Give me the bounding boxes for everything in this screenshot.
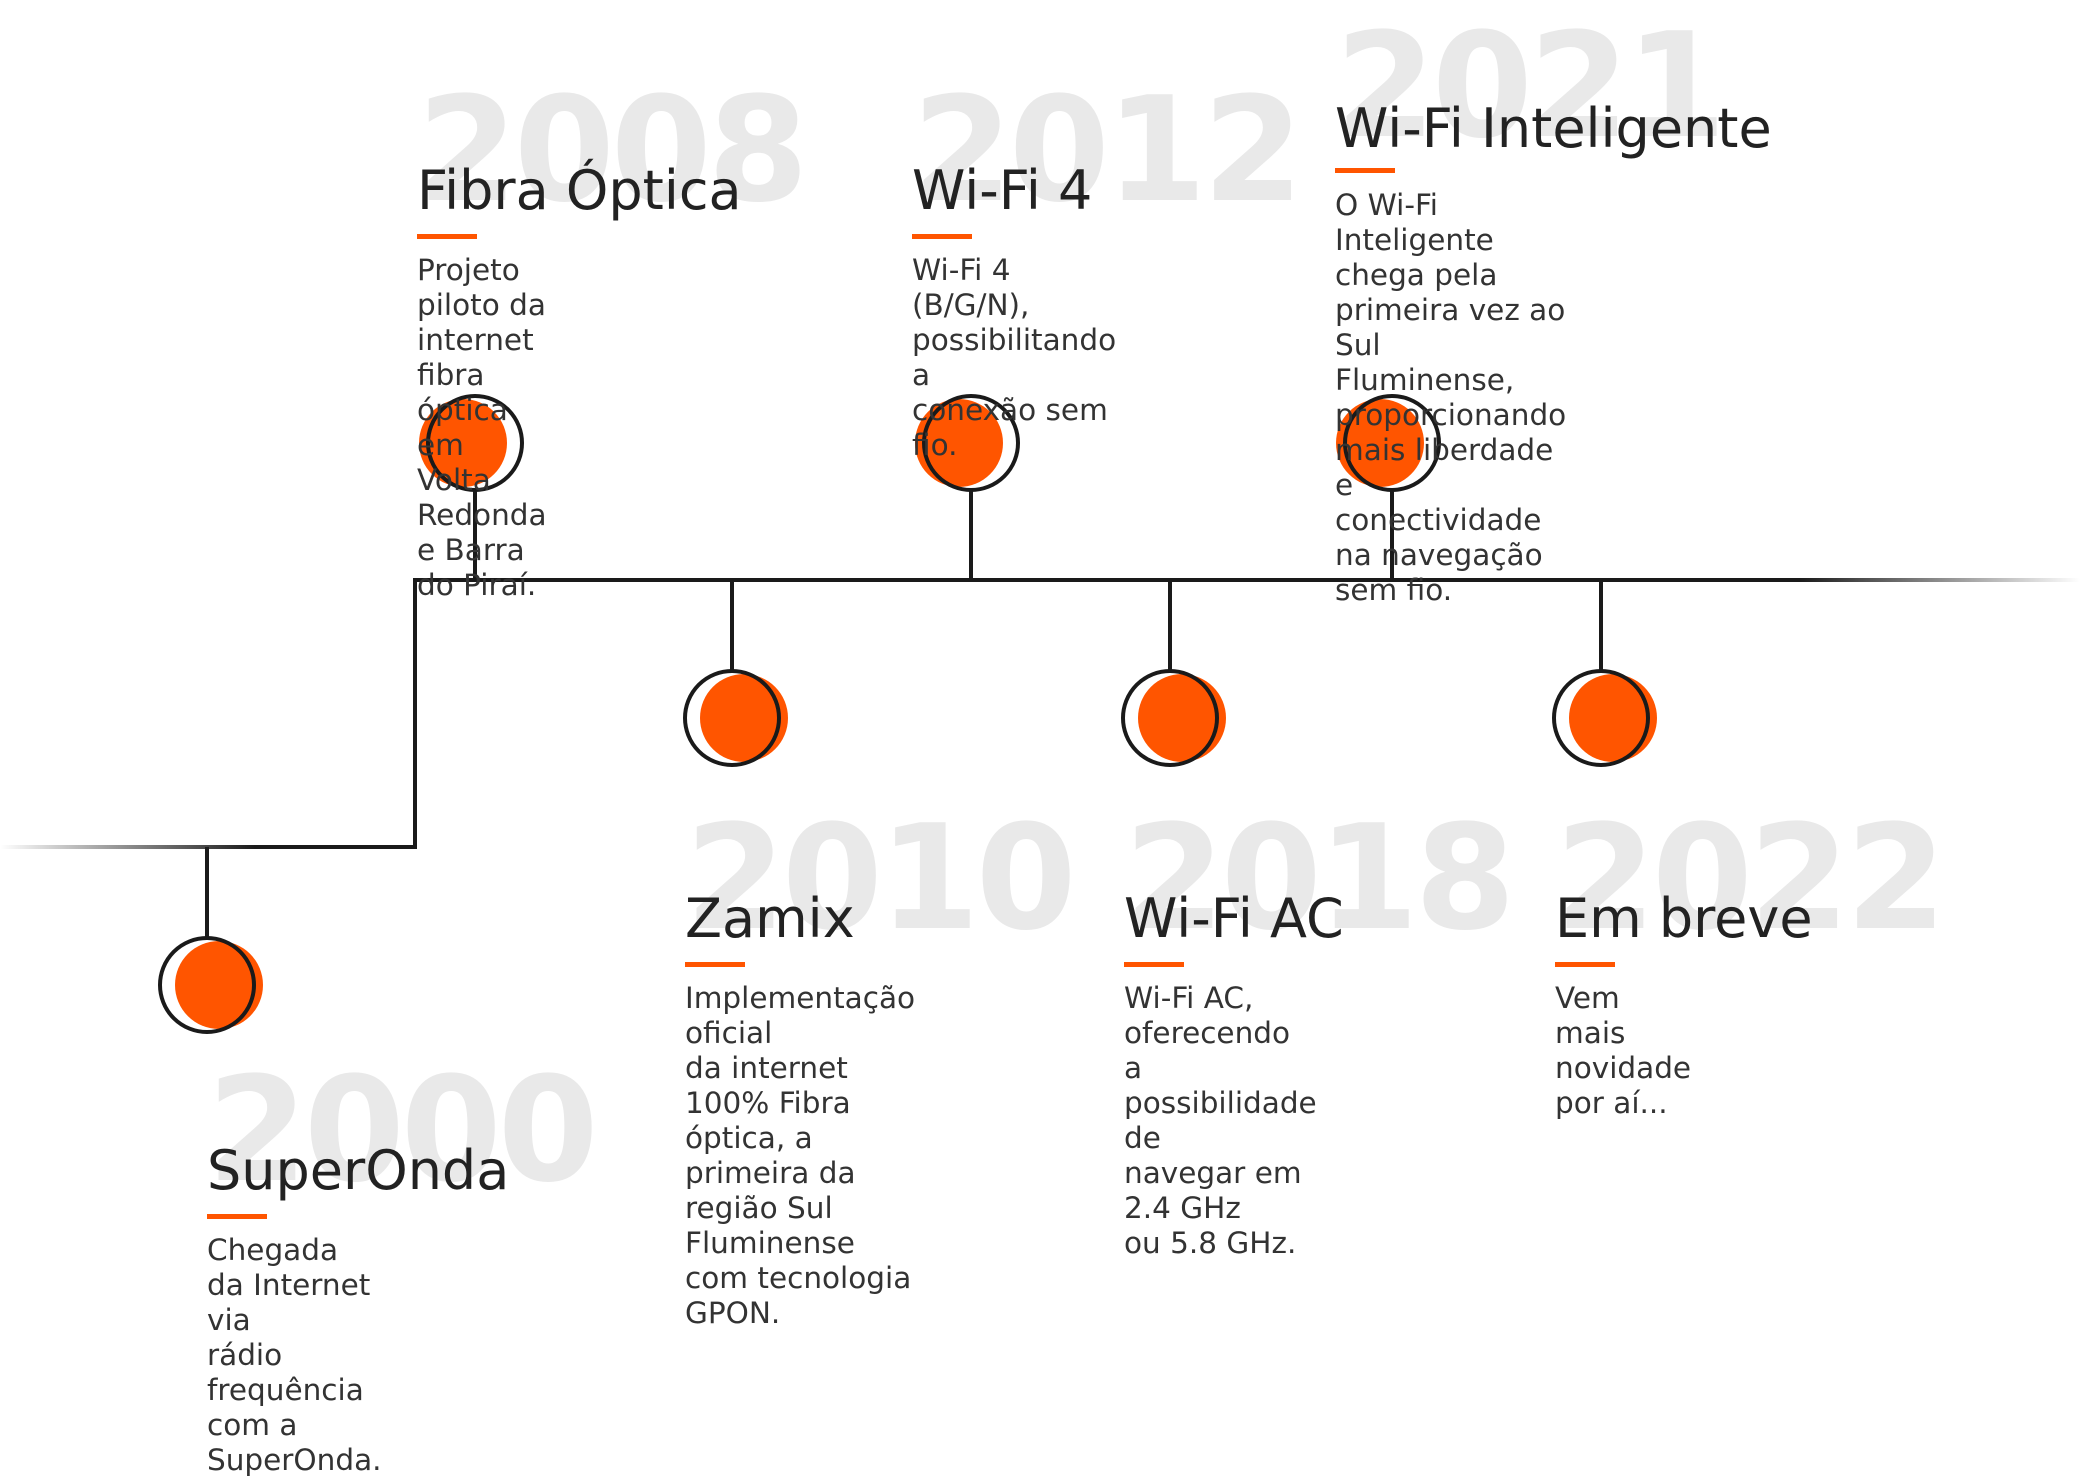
event-title: Fibra Óptica: [417, 159, 742, 222]
event-year: 2021: [1335, 2, 1727, 171]
timeline-line-right-fade: [1798, 578, 2080, 582]
event-year: 2008: [417, 66, 809, 235]
event-year: 2000: [207, 1046, 599, 1215]
event-description: Vem mais novidade por aí...: [1555, 981, 1692, 1120]
event-title: Wi-Fi Inteligente: [1335, 97, 1772, 160]
event-title-underline: [1555, 962, 1615, 967]
event-description: Wi-Fi AC, oferecendo a possibilidade de …: [1124, 981, 1317, 1260]
event-description: Chegada da Internet via rádio frequência…: [207, 1233, 382, 1477]
timeline-marker-ring: [1121, 669, 1219, 767]
timeline-marker-fill: [419, 399, 507, 487]
timeline-marker-ring: [683, 669, 781, 767]
timeline-marker-fill: [1138, 674, 1226, 762]
event-title-underline: [417, 234, 477, 239]
timeline-marker-ring: [426, 394, 524, 492]
event-title-underline: [1124, 962, 1184, 967]
event-year: 2012: [912, 66, 1304, 235]
event-title: Em breve: [1555, 887, 1813, 950]
event-year: 2018: [1124, 794, 1516, 963]
event-title-underline: [1335, 168, 1395, 173]
event-title: Wi-Fi 4: [912, 159, 1093, 222]
event-title-underline: [685, 962, 745, 967]
event-description: Wi-Fi 4 (B/G/N), possibilitando a conexã…: [912, 253, 1117, 462]
timeline-marker-ring: [158, 936, 256, 1034]
timeline-marker-fill: [700, 674, 788, 762]
timeline-marker-ring: [922, 394, 1020, 492]
event-title-underline: [207, 1214, 267, 1219]
timeline-marker-fill: [915, 399, 1003, 487]
event-title-underline: [912, 234, 972, 239]
timeline-line-left-fade: [0, 845, 255, 849]
timeline-line-main: [254, 578, 1800, 849]
timeline-marker-ring: [1552, 669, 1650, 767]
timeline-graphic: [0, 394, 2080, 1034]
event-year: 2022: [1555, 794, 1947, 963]
event-year: 2010: [685, 794, 1077, 963]
timeline-marker-fill: [1569, 674, 1657, 762]
timeline-marker-fill: [175, 941, 263, 1029]
event-title: SuperOnda: [207, 1139, 510, 1202]
event-title: Zamix: [685, 887, 855, 950]
timeline-marker-fill: [1336, 399, 1424, 487]
event-title: Wi-Fi AC: [1124, 887, 1344, 950]
event-description: Implementação oficial da internet 100% F…: [685, 981, 916, 1330]
event-description: Projeto piloto da internet fibra óptica …: [417, 253, 547, 602]
timeline-marker-ring: [1343, 394, 1441, 492]
event-description: O Wi-Fi Inteligente chega pela primeira …: [1335, 188, 1567, 607]
